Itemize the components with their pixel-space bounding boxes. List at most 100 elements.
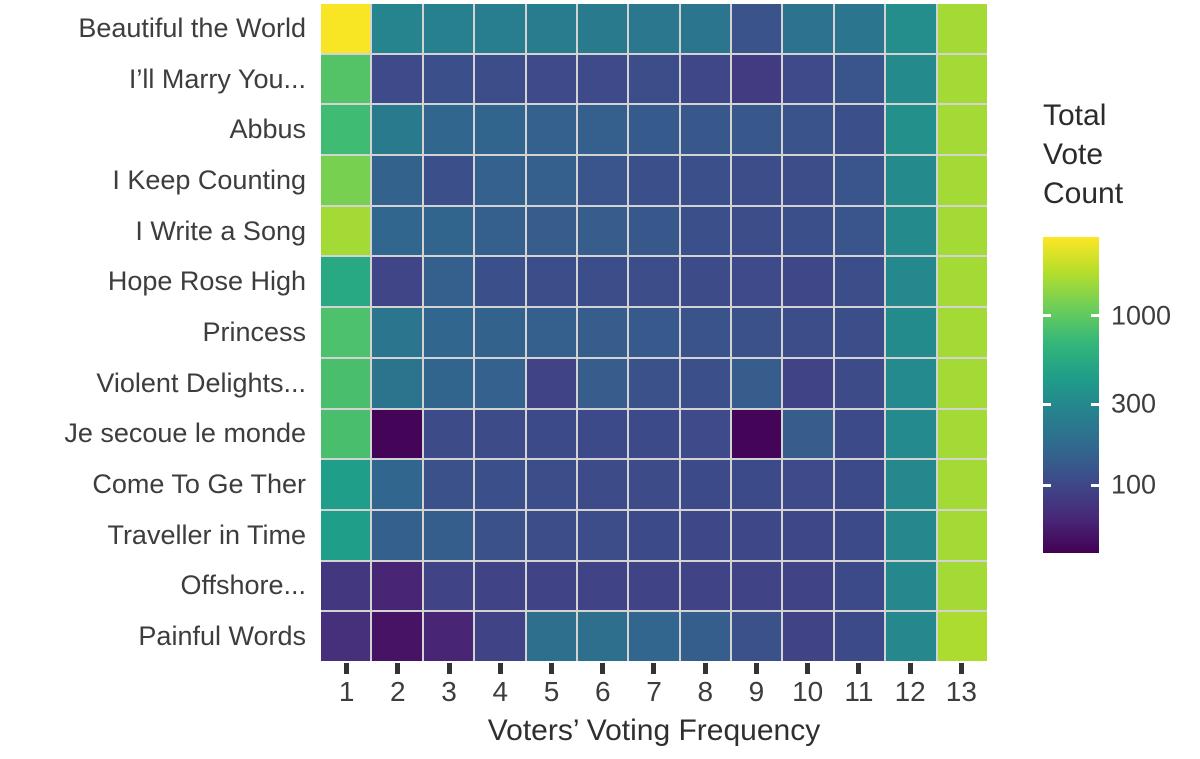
heatmap-cell xyxy=(834,308,885,357)
heatmap-cell xyxy=(475,156,525,205)
x-tick-mark xyxy=(600,663,606,674)
x-axis-label: 2 xyxy=(390,676,406,707)
heatmap-cell xyxy=(577,54,628,104)
x-tick-mark xyxy=(856,663,862,674)
x-tick-mark xyxy=(651,663,657,674)
heatmap-grid xyxy=(321,4,987,661)
heatmap-cell xyxy=(526,358,576,408)
heatmap-cell xyxy=(680,561,731,611)
heatmap-cell xyxy=(732,105,782,155)
heatmap-cell xyxy=(475,105,525,155)
y-axis-label: Come To Ge Ther xyxy=(92,469,306,500)
heatmap-cell xyxy=(783,257,833,307)
x-axis-label: 10 xyxy=(792,676,824,707)
heatmap-cell xyxy=(423,409,474,459)
x-axis-label: 11 xyxy=(844,676,874,707)
heatmap-cell xyxy=(321,358,371,408)
y-axis-label: Traveller in Time xyxy=(107,519,306,550)
heatmap-cell xyxy=(834,561,885,611)
heatmap-cell xyxy=(629,105,679,155)
heatmap-cell xyxy=(577,308,628,357)
heatmap-cell xyxy=(629,308,679,357)
y-axis-label: Offshore... xyxy=(180,570,306,601)
x-tick-mark xyxy=(344,663,350,674)
heatmap-cell xyxy=(732,156,782,205)
heatmap-cell xyxy=(783,156,833,205)
x-axis-label: 7 xyxy=(646,676,662,707)
heatmap-cell xyxy=(680,257,731,307)
heatmap-cell xyxy=(834,358,885,408)
heatmap-cell xyxy=(629,612,679,661)
heatmap-cell xyxy=(629,409,679,459)
x-axis-label: 13 xyxy=(945,676,977,707)
heatmap-cell xyxy=(629,358,679,408)
heatmap-cell xyxy=(783,308,833,357)
legend-tick-label: 100 xyxy=(1111,469,1157,500)
heatmap-cell xyxy=(783,4,833,53)
heatmap-cell xyxy=(783,358,833,408)
heatmap-cell xyxy=(372,561,422,611)
heatmap-cell xyxy=(372,206,422,256)
heatmap-cell xyxy=(937,358,987,408)
y-axis-label: Painful Words xyxy=(138,621,306,652)
x-axis-ticks xyxy=(321,663,987,674)
heatmap-cell xyxy=(732,358,782,408)
heatmap-cell xyxy=(834,460,885,509)
x-tick-mark xyxy=(446,663,452,674)
heatmap-cell xyxy=(629,460,679,509)
x-axis-label: 12 xyxy=(894,676,926,707)
heatmap-cell xyxy=(732,510,782,560)
heatmap-cell xyxy=(577,156,628,205)
y-axis-label: Violent Delights... xyxy=(96,367,306,398)
heatmap-cell xyxy=(423,510,474,560)
y-axis-label: I Keep Counting xyxy=(112,164,306,195)
x-axis-labels: 1 2 3 4 5 6 7 8 9 10 11 12 13 xyxy=(321,676,987,708)
y-axis-label: I Write a Song xyxy=(135,215,306,246)
heatmap-cell xyxy=(680,105,731,155)
heatmap-cell xyxy=(680,460,731,509)
x-tick-mark xyxy=(549,663,555,674)
heatmap-cell xyxy=(577,206,628,256)
heatmap-cell xyxy=(423,561,474,611)
heatmap-cell xyxy=(526,105,576,155)
heatmap-cell xyxy=(526,460,576,509)
y-axis-label: Beautiful the World xyxy=(78,12,306,43)
y-axis-label: Je secoue le monde xyxy=(64,418,306,449)
heatmap-cell xyxy=(732,54,782,104)
heatmap-cell xyxy=(475,561,525,611)
heatmap-cell xyxy=(937,612,987,661)
heatmap-cell xyxy=(834,156,885,205)
heatmap-cell xyxy=(886,257,936,307)
heatmap-cell xyxy=(680,206,731,256)
heatmap-cell xyxy=(321,460,371,509)
x-axis-label: 4 xyxy=(492,676,509,707)
heatmap-cell xyxy=(834,206,885,256)
heatmap-cell xyxy=(321,105,371,155)
heatmap-cell xyxy=(577,358,628,408)
heatmap-cell xyxy=(834,105,885,155)
heatmap-cell xyxy=(321,54,371,104)
heatmap-cell xyxy=(834,257,885,307)
y-axis-labels: Beautiful the World I’ll Marry You... Abbu… xyxy=(0,4,306,661)
heatmap-cell xyxy=(732,4,782,53)
legend-tick-label: 300 xyxy=(1111,388,1157,419)
heatmap-cell xyxy=(526,206,576,256)
legend-tick-mark xyxy=(1043,314,1051,318)
legend-tick-mark xyxy=(1091,314,1099,318)
heatmap-cell xyxy=(834,54,885,104)
heatmap-cell xyxy=(475,257,525,307)
legend-tick-label: 1000 xyxy=(1111,300,1172,331)
heatmap-cell xyxy=(526,561,576,611)
heatmap-cell xyxy=(321,308,371,357)
heatmap-cell xyxy=(783,206,833,256)
heatmap-cell xyxy=(732,460,782,509)
heatmap-cell xyxy=(475,54,525,104)
x-tick-mark xyxy=(805,663,811,674)
heatmap-cell xyxy=(475,612,525,661)
heatmap-cell xyxy=(475,409,525,459)
y-axis-label: I’ll Marry You... xyxy=(128,63,306,94)
heatmap-cell xyxy=(526,510,576,560)
heatmap-cell xyxy=(886,409,936,459)
x-tick-mark xyxy=(702,663,708,674)
heatmap-cell xyxy=(834,510,885,560)
